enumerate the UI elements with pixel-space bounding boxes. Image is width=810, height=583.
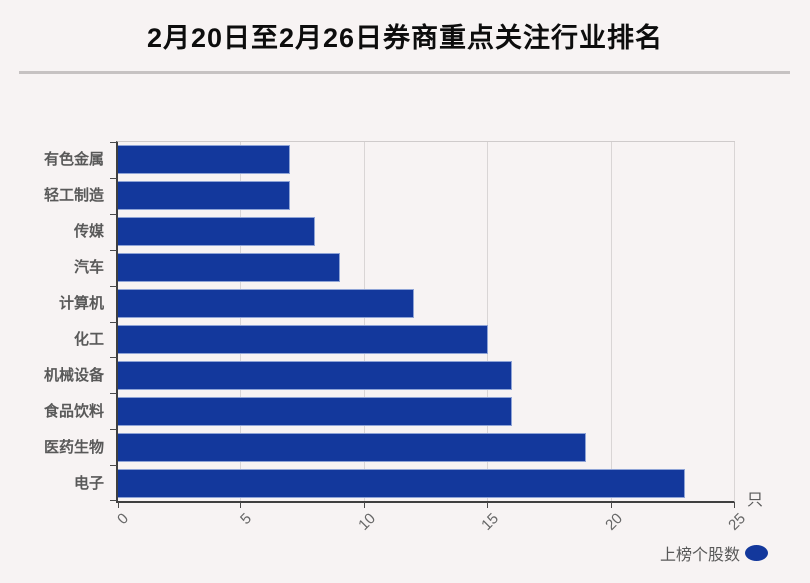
x-axis-tick-20 [610,502,612,508]
y-axis-tick [110,177,117,179]
x-axis-tick-label-15: 15 [478,510,503,534]
category-label-有色金属: 有色金属 [43,151,104,169]
bar-row [118,178,734,214]
bar-row [118,465,734,501]
bar-机械设备 [118,360,513,390]
category-label-计算机: 计算机 [58,295,104,313]
x-axis-unit-label: 只 [747,492,764,509]
x-axis-tick-label-0: 0 [114,510,133,528]
bar-row [118,322,734,358]
x-axis-tick-0 [118,502,119,508]
bar-传媒 [118,217,316,247]
category-label-机械设备: 机械设备 [43,366,104,384]
y-axis-tick [110,357,117,359]
y-axis-tick [110,393,117,395]
bar-电子 [118,468,685,498]
y-axis-tick [110,321,117,323]
bar-row [118,357,734,393]
category-label-化工: 化工 [73,330,104,348]
bar-row [118,286,734,322]
category-label-轻工制造: 轻工制造 [43,187,104,205]
bar-食品饮料 [118,396,513,426]
legend-series-marker-icon[interactable] [745,545,768,561]
bar-row [118,250,734,286]
bar-row [118,429,734,465]
category-label-医药生物: 医药生物 [43,438,104,456]
plot-area [110,141,735,508]
y-axis-tick [110,142,117,143]
bar-汽车 [118,253,340,283]
x-axis-tick-5 [240,502,242,508]
bar-row [118,393,734,429]
category-label-汽车: 汽车 [73,259,104,277]
legend-series-label[interactable]: 上榜个股数 [659,547,740,564]
category-label-电子: 电子 [73,474,104,492]
y-axis-tick [110,285,117,287]
bar-row [118,214,734,250]
y-axis-tick [110,429,117,431]
x-axis-tick-10 [363,502,365,508]
x-axis-tick-25 [734,502,735,508]
bar-row [118,142,734,178]
y-axis-tick [110,213,117,215]
x-axis-tick-label-20: 20 [601,510,626,534]
category-label-传媒: 传媒 [73,223,104,241]
legend[interactable]: 上榜个股数 [0,541,768,565]
chart-title: 2月20日至2月26日券商重点关注行业排名 [146,23,664,53]
category-label-食品饮料: 食品饮料 [43,402,104,420]
y-axis-tick [110,500,117,501]
gridline-x-5 [240,142,242,501]
bar-医药生物 [118,432,587,462]
gridline-x-25 [734,142,735,501]
y-axis-tick [110,465,117,467]
bar-轻工制造 [118,181,291,211]
bar-有色金属 [118,145,291,175]
bar-计算机 [118,289,414,319]
x-axis-tick-label-5: 5 [237,510,256,528]
x-axis-tick-label-10: 10 [354,510,379,534]
gridline-x-10 [363,142,365,501]
y-axis-tick [110,249,117,251]
gridline-x-15 [487,142,489,501]
x-axis-tick-label-25: 25 [725,510,750,534]
y-axis-category-labels: 有色金属轻工制造传媒汽车计算机化工机械设备食品饮料医药生物电子 [0,141,109,503]
bar-化工 [118,324,488,354]
title-divider [19,71,790,74]
x-axis-tick-15 [487,502,489,508]
gridline-x-20 [610,142,612,501]
